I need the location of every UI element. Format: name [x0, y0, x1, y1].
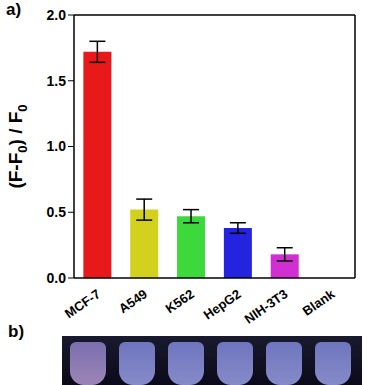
svg-text:1.5: 1.5: [47, 73, 67, 89]
svg-text:0.0: 0.0: [47, 270, 67, 286]
svg-text:(F-F0) / F0: (F-F0) / F0: [8, 104, 30, 188]
svg-text:A549: A549: [116, 286, 150, 316]
html-text:a): a): [6, 0, 22, 19]
svg-text:1.0: 1.0: [47, 138, 67, 154]
svg-text:NIH-3T3: NIH-3T3: [242, 286, 291, 326]
svg-text:HepG2: HepG2: [201, 286, 244, 322]
svg-text:2.0: 2.0: [47, 7, 67, 23]
svg-text:0.5: 0.5: [47, 204, 67, 220]
html-text:b): b): [8, 322, 24, 341]
svg-text:K562: K562: [163, 286, 197, 316]
svg-text:MCF-7: MCF-7: [62, 286, 103, 321]
svg-text:Blank: Blank: [300, 286, 338, 319]
